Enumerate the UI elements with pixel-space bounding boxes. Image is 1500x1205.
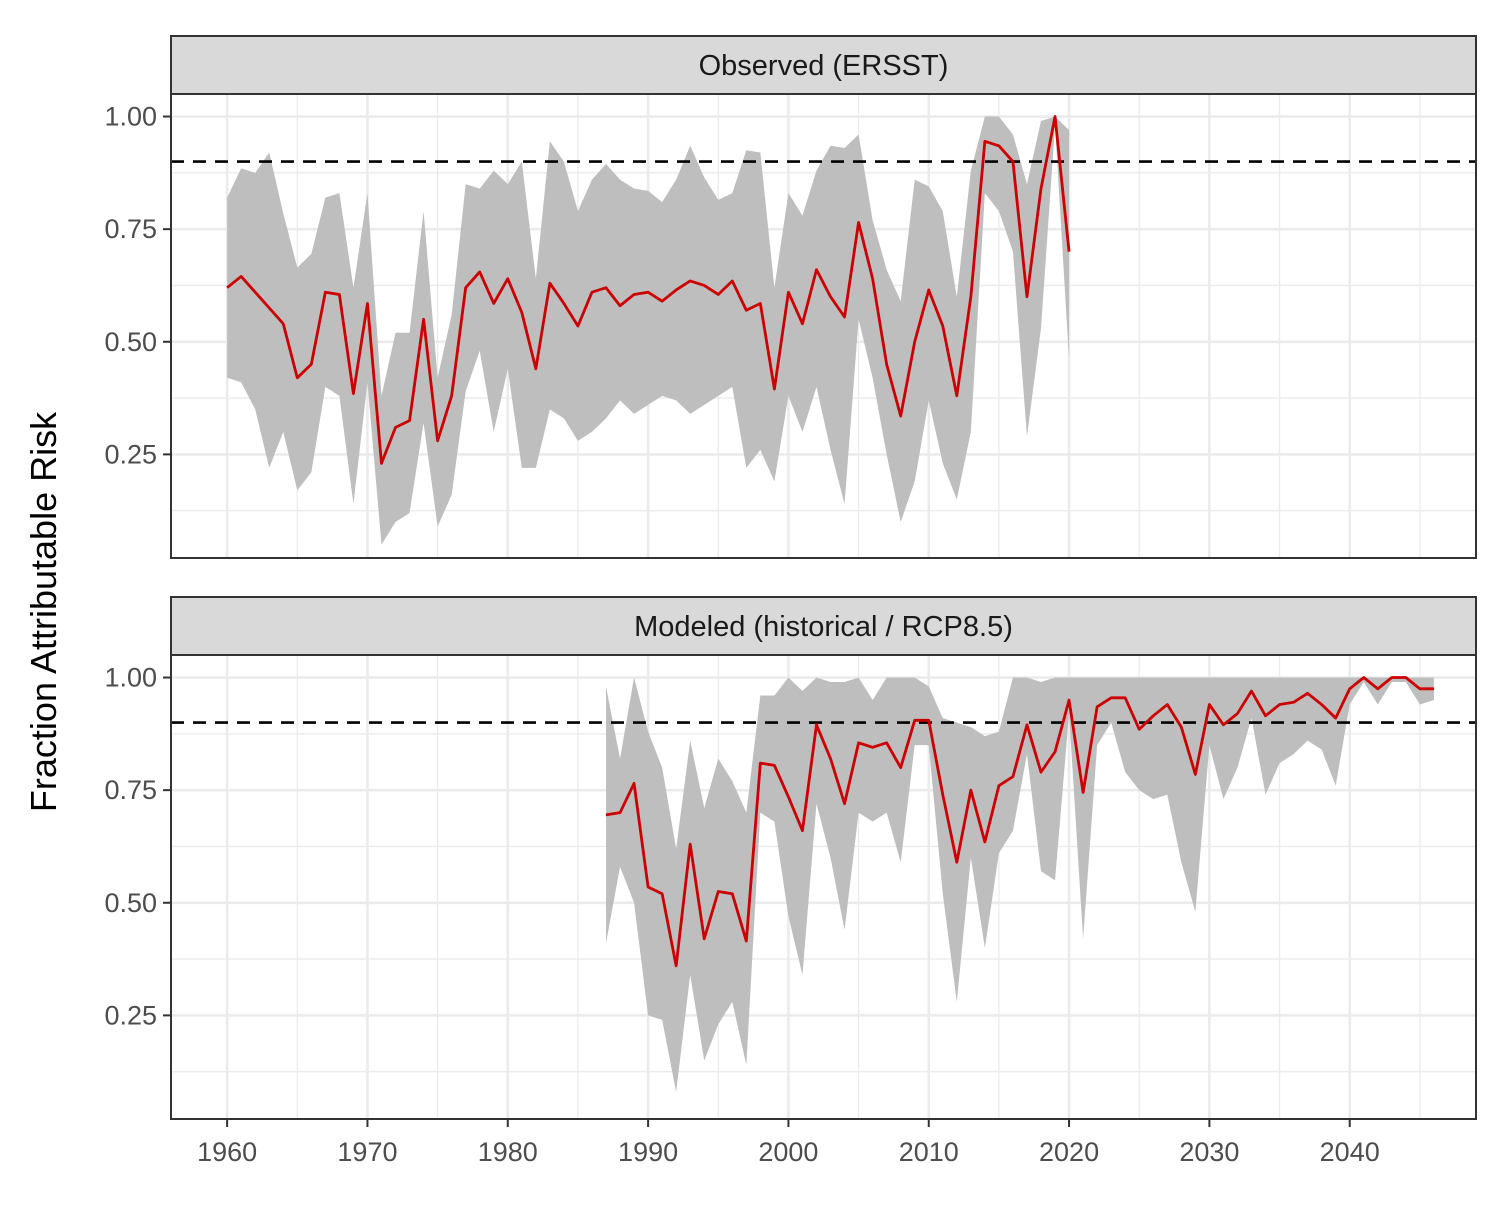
facet-panel-2: Modeled (historical / RCP8.5) 0.25 0.50 0.7… <box>104 596 1477 1167</box>
confidence-ribbon <box>606 677 1434 1092</box>
y-tick-label: 0.75 <box>104 775 157 805</box>
x-tick-label: 1980 <box>478 1137 538 1167</box>
y-tick-label: 0.50 <box>104 888 157 918</box>
facet-panel-1: Observed (ERSST) 0.25 0.50 0.75 1.00 <box>104 35 1477 559</box>
fraction-attributable-risk-line <box>226 115 1071 465</box>
x-tick-label: 1990 <box>618 1137 678 1167</box>
y-tick-label: 0.25 <box>104 1000 157 1030</box>
x-tick-label: 2020 <box>1039 1137 1099 1167</box>
x-tick-label: 1960 <box>197 1137 257 1167</box>
fraction-attributable-risk-line <box>605 676 1434 968</box>
x-tick-label: 1970 <box>337 1137 397 1167</box>
y-tick-label: 0.25 <box>104 439 157 469</box>
facet-strip-label: Observed (ERSST) <box>699 50 949 82</box>
y-axis-title: Fraction Attributable Risk <box>23 411 64 812</box>
x-tick-label: 2000 <box>758 1137 818 1167</box>
x-tick-label: 2030 <box>1179 1137 1239 1167</box>
y-tick-label: 0.50 <box>104 327 157 357</box>
y-tick-label: 1.00 <box>104 102 157 132</box>
panel-border <box>170 93 1477 559</box>
panel-border <box>170 654 1477 1120</box>
y-tick-label: 0.75 <box>104 214 157 244</box>
x-tick-label: 2040 <box>1320 1137 1380 1167</box>
facet-strip-label: Modeled (historical / RCP8.5) <box>634 611 1013 643</box>
y-tick-label: 1.00 <box>104 663 157 693</box>
x-tick-label: 2010 <box>899 1137 959 1167</box>
facet-strip <box>170 35 1477 95</box>
